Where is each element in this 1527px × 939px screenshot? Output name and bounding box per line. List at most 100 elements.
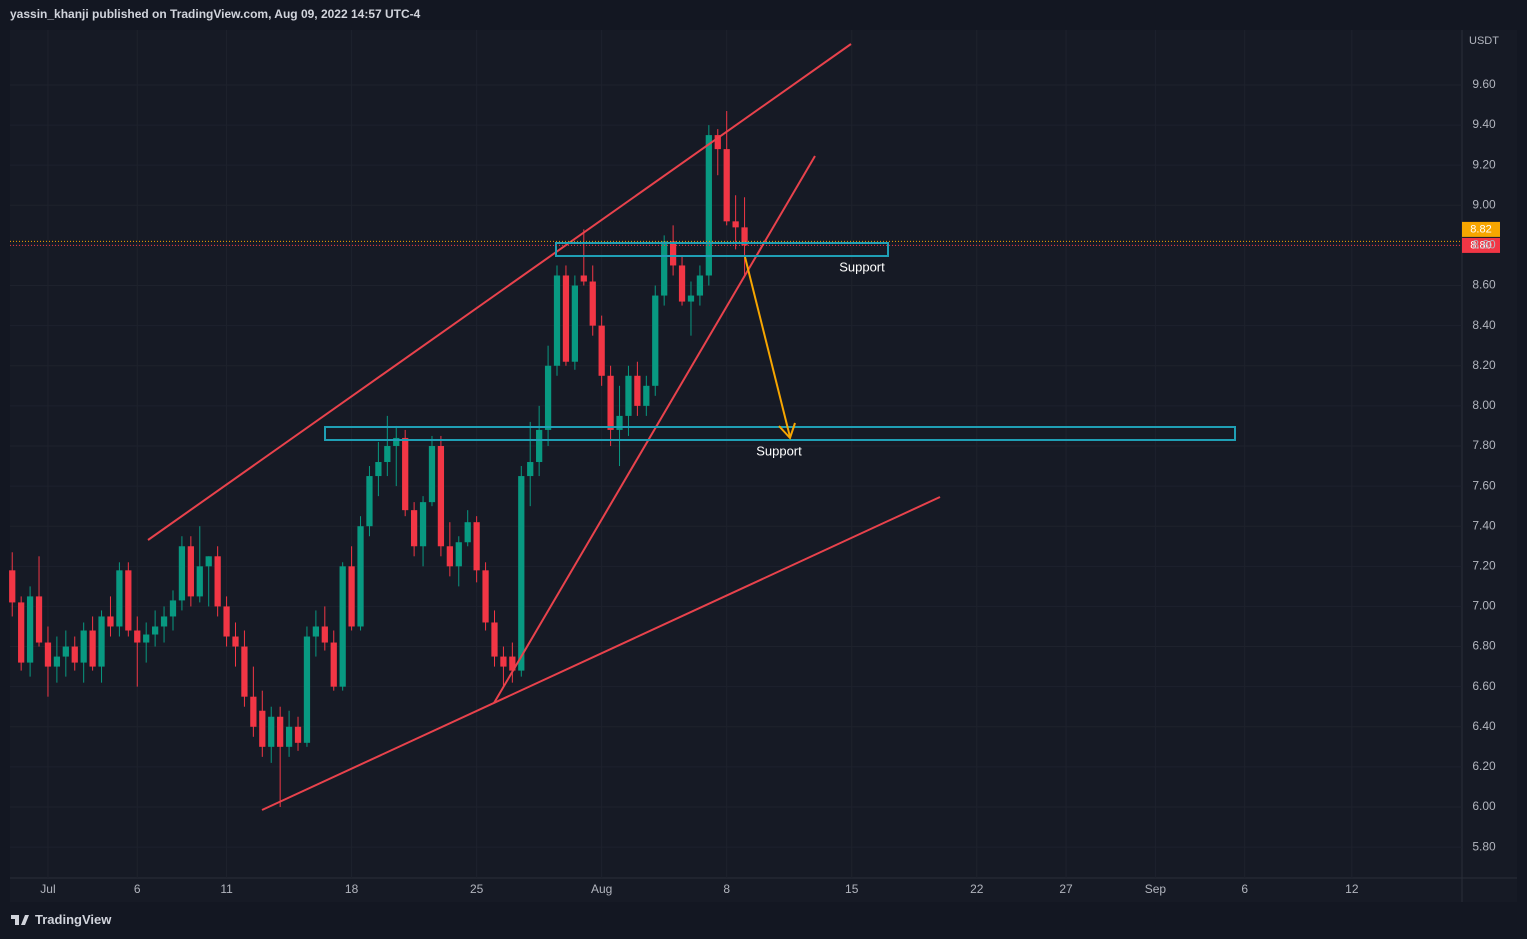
logo-text: TradingView: [35, 912, 112, 927]
y-tick-label: 8.60: [1472, 278, 1496, 292]
candle-body: [294, 726, 302, 743]
y-tick-label: 8.40: [1472, 318, 1496, 332]
y-unit: USDT: [1469, 35, 1499, 47]
x-tick-label: 8: [723, 882, 730, 896]
drawings: [147, 43, 1236, 811]
candle-body: [143, 634, 150, 643]
trend-line: [261, 496, 941, 811]
candle-body: [571, 285, 578, 362]
candle-body: [410, 510, 418, 547]
candle-body: [259, 710, 266, 747]
y-tick-label: 6.80: [1472, 639, 1496, 653]
y-tick-label: 8.00: [1472, 398, 1496, 412]
price-lines: 8.82 8.80: [10, 221, 1500, 253]
x-tick-label: 6: [134, 882, 141, 896]
candle-body: [536, 429, 543, 463]
y-axis-area: [1462, 30, 1517, 902]
candle-body: [455, 542, 462, 567]
candle-body: [196, 566, 203, 597]
price-label: 8.80: [1470, 239, 1491, 251]
candle-body: [741, 227, 748, 246]
candle-body: [553, 275, 561, 366]
candle-body: [53, 656, 61, 667]
candle-body: [169, 600, 177, 617]
candle-body: [527, 462, 534, 477]
annotation: Support: [839, 259, 885, 274]
candle-body: [187, 546, 194, 597]
candle-body: [339, 566, 346, 687]
header: yassin_khanji published on TradingView.c…: [10, 7, 421, 21]
candle-body: [732, 221, 739, 228]
candle-body: [9, 570, 16, 603]
candle-body: [491, 622, 498, 657]
candle-body: [500, 656, 507, 667]
candle-body: [437, 445, 445, 547]
candle-body: [562, 275, 570, 362]
candle-body: [696, 275, 704, 296]
x-tick-label: 27: [1059, 882, 1073, 896]
candle-body: [678, 265, 686, 302]
candle-body: [625, 375, 632, 416]
arrow-head: [778, 422, 796, 440]
candle-body: [62, 646, 69, 657]
candle-body: [669, 241, 677, 266]
candle-body: [205, 556, 212, 567]
arrow: [744, 256, 791, 438]
y-tick-label: 7.60: [1472, 478, 1496, 492]
candle-body: [705, 135, 712, 276]
candle-body: [18, 602, 25, 663]
candle-body: [589, 281, 596, 326]
candle-body: [35, 596, 43, 643]
candle-body: [232, 636, 239, 647]
support-zone: [555, 242, 889, 257]
candle-body: [616, 415, 623, 430]
candle-body: [428, 445, 436, 503]
candle-body: [348, 566, 355, 627]
y-tick-label: 6.40: [1472, 719, 1496, 733]
x-tick-label: 12: [1345, 882, 1359, 896]
price-label-box: [1462, 237, 1500, 253]
y-tick-label: 7.00: [1472, 599, 1496, 613]
candle-body: [643, 385, 650, 406]
x-tick-label: 6: [1241, 882, 1248, 896]
candle-body: [598, 325, 605, 376]
y-tick-label: 9.60: [1472, 77, 1496, 91]
candle-body: [509, 656, 516, 671]
candle-body: [303, 636, 311, 743]
price-label-box: [1462, 221, 1500, 237]
candle-body: [419, 502, 427, 547]
candle-body: [714, 135, 721, 150]
y-tick-label: 9.40: [1472, 117, 1496, 131]
candle-body: [285, 726, 293, 747]
candle-body: [723, 149, 730, 222]
candle-body: [607, 375, 614, 430]
price-label: 8.82: [1470, 223, 1491, 235]
candle-body: [250, 696, 257, 727]
candle-body: [366, 476, 373, 527]
x-tick-label: 15: [845, 882, 859, 896]
candle-body: [482, 570, 489, 623]
candle-body: [357, 526, 364, 627]
y-tick-label: 5.80: [1472, 839, 1496, 853]
y-tick-label: 9.00: [1472, 197, 1496, 211]
candle-body: [116, 570, 123, 627]
candle-body: [393, 437, 400, 446]
y-tick-label: 7.20: [1472, 558, 1496, 572]
candle-body: [652, 295, 659, 386]
candle-body: [321, 626, 328, 643]
plot-area: [10, 30, 1462, 878]
x-tick-label: Aug: [591, 882, 612, 896]
candle-body: [544, 365, 552, 430]
candle-body: [634, 375, 641, 406]
candle-body: [375, 462, 382, 477]
x-tick-label: Jul: [40, 882, 55, 896]
y-tick-label: 9.20: [1472, 157, 1496, 171]
trend-line: [493, 155, 816, 704]
candle-body: [661, 241, 668, 296]
candle-body: [107, 616, 114, 627]
candle-body: [223, 606, 230, 637]
candle-body: [518, 476, 525, 671]
candle-body: [160, 616, 168, 627]
candle-body: [446, 546, 453, 567]
